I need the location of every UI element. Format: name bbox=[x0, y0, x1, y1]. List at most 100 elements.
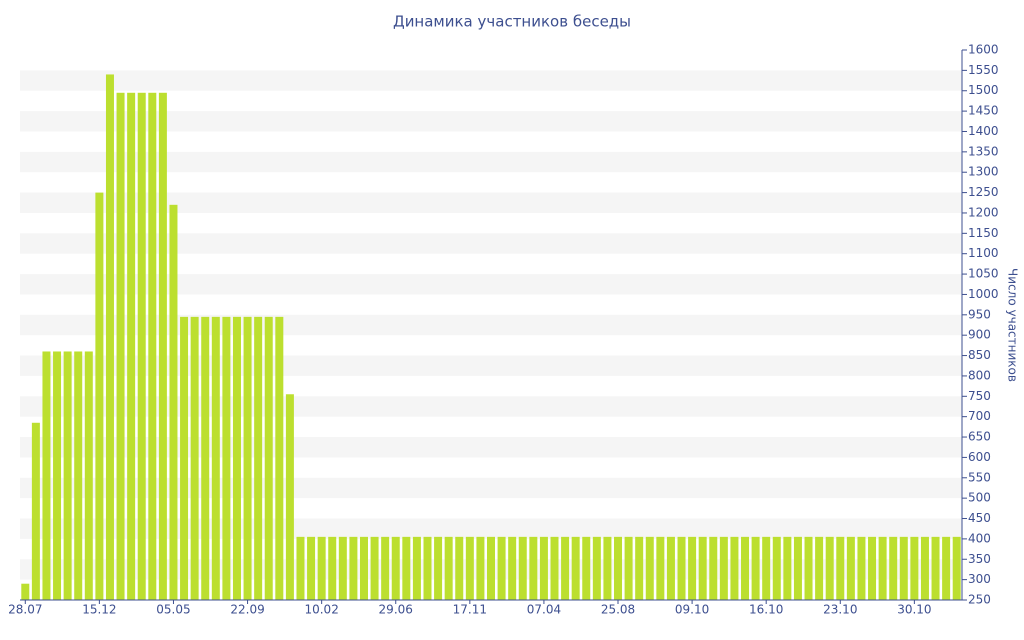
y-tick-label: 700 bbox=[968, 409, 991, 423]
y-tick-label: 850 bbox=[968, 348, 991, 362]
bar bbox=[476, 536, 485, 600]
y-tick-label: 750 bbox=[968, 389, 991, 403]
x-tick-label: 07.04 bbox=[527, 603, 561, 617]
bar bbox=[21, 583, 30, 600]
grid-band bbox=[20, 233, 962, 254]
bar bbox=[645, 536, 654, 600]
x-tick-label: 22.09 bbox=[230, 603, 264, 617]
bar bbox=[116, 92, 125, 601]
x-tick-label: 25.08 bbox=[601, 603, 635, 617]
bar bbox=[698, 536, 707, 600]
bar bbox=[815, 536, 824, 600]
bar bbox=[656, 536, 665, 600]
bar bbox=[582, 536, 591, 600]
bar bbox=[772, 536, 781, 600]
bar bbox=[857, 536, 866, 600]
y-tick-label: 1100 bbox=[968, 246, 999, 260]
bar bbox=[317, 536, 326, 600]
bar bbox=[455, 536, 464, 600]
bar bbox=[952, 536, 961, 600]
x-tick-label: 28.07 bbox=[8, 603, 42, 617]
bar bbox=[603, 536, 612, 600]
bar bbox=[899, 536, 908, 600]
bar bbox=[529, 536, 538, 600]
bar bbox=[804, 536, 813, 600]
x-tick-label: 16.10 bbox=[749, 603, 783, 617]
bar bbox=[666, 536, 675, 600]
bar bbox=[561, 536, 570, 600]
y-tick-label: 1350 bbox=[968, 144, 999, 158]
bar bbox=[868, 536, 877, 600]
y-tick-label: 300 bbox=[968, 572, 991, 586]
bar bbox=[190, 316, 199, 600]
bar bbox=[783, 536, 792, 600]
bar bbox=[846, 536, 855, 600]
bar bbox=[275, 316, 284, 600]
bar bbox=[402, 536, 411, 600]
bar bbox=[719, 536, 728, 600]
bar bbox=[825, 536, 834, 600]
bar bbox=[381, 536, 390, 600]
bar bbox=[137, 92, 146, 601]
bar bbox=[423, 536, 432, 600]
y-tick-label: 1550 bbox=[968, 63, 999, 77]
y-tick-label: 550 bbox=[968, 470, 991, 484]
bar bbox=[158, 92, 167, 601]
bar bbox=[550, 536, 559, 600]
bar bbox=[539, 536, 548, 600]
bar bbox=[465, 536, 474, 600]
bar bbox=[741, 536, 750, 600]
y-tick-label: 1400 bbox=[968, 124, 999, 138]
bar bbox=[762, 536, 771, 600]
x-tick-label: 05.05 bbox=[156, 603, 190, 617]
y-tick-label: 1050 bbox=[968, 267, 999, 281]
bar bbox=[180, 316, 189, 600]
y-tick-label: 1450 bbox=[968, 104, 999, 118]
bar bbox=[931, 536, 940, 600]
grid-band bbox=[20, 70, 962, 91]
y-tick-label: 1150 bbox=[968, 226, 999, 240]
bar bbox=[889, 536, 898, 600]
bar bbox=[264, 316, 273, 600]
bar bbox=[53, 351, 62, 600]
bar bbox=[677, 536, 686, 600]
bar bbox=[434, 536, 443, 600]
bar bbox=[793, 536, 802, 600]
bar bbox=[63, 351, 72, 600]
bar bbox=[487, 536, 495, 600]
bar bbox=[232, 316, 241, 600]
bar bbox=[95, 192, 104, 600]
grid-band bbox=[20, 274, 962, 295]
x-tick-label: 29.06 bbox=[379, 603, 413, 617]
y-tick-label: 1600 bbox=[968, 43, 999, 57]
y-tick-label: 950 bbox=[968, 307, 991, 321]
x-tick-label: 30.10 bbox=[897, 603, 931, 617]
chart-title: Динамика участников беседы bbox=[393, 13, 631, 31]
bar bbox=[730, 536, 739, 600]
y-tick-label: 1500 bbox=[968, 83, 999, 97]
bar bbox=[508, 536, 517, 600]
bar bbox=[285, 394, 294, 600]
bar bbox=[614, 536, 623, 600]
bar bbox=[688, 536, 697, 600]
y-tick-label: 500 bbox=[968, 491, 991, 505]
y-tick-label: 900 bbox=[968, 328, 991, 342]
bar bbox=[84, 351, 93, 600]
bar bbox=[878, 536, 887, 600]
y-tick-label: 350 bbox=[968, 552, 991, 566]
y-axis-title: Число участников bbox=[1006, 268, 1020, 382]
y-tick-label: 1000 bbox=[968, 287, 999, 301]
bar bbox=[254, 316, 263, 600]
bar bbox=[359, 536, 368, 600]
bar bbox=[370, 536, 379, 600]
bar bbox=[328, 536, 337, 600]
bar bbox=[296, 536, 305, 600]
bar bbox=[571, 536, 580, 600]
bar bbox=[349, 536, 358, 600]
bar bbox=[910, 536, 919, 600]
bar bbox=[222, 316, 231, 600]
bar bbox=[201, 316, 210, 600]
bar bbox=[920, 536, 929, 600]
